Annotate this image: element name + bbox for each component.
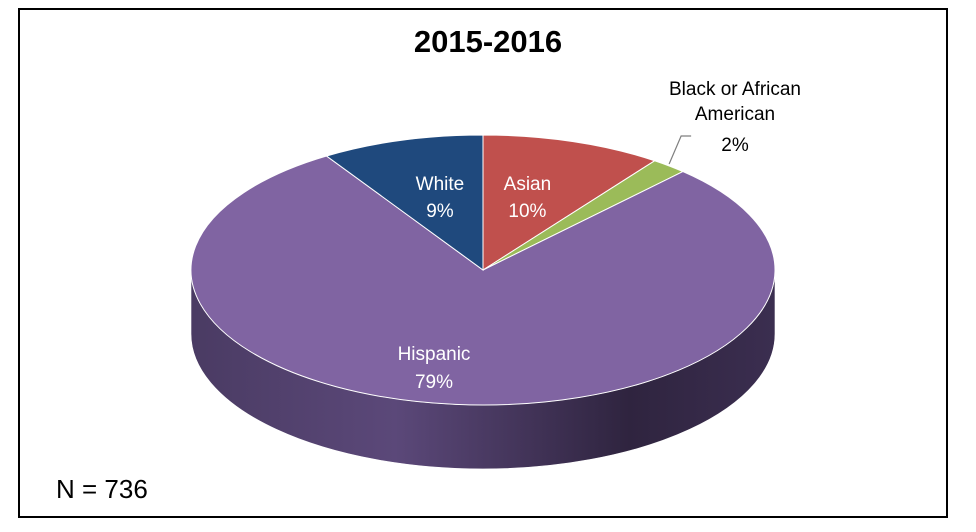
slice-percent-hispanic: 79% [415,372,453,393]
pie-slice-white [325,134,484,271]
slice-name-white: White [416,174,465,195]
slice-name-hispanic: Hispanic [398,344,471,365]
pie-top-group [190,134,776,406]
pie-slice-asian [482,134,656,271]
slice-name-asian: Asian [504,174,552,195]
chart-title: 2015-2016 [413,24,563,59]
pie-labels-group: Asian 10% Black or African American 2% Hispan… [398,79,801,393]
sample-size-label: N = 736 [56,474,148,504]
slice-name-black-or-african-american-line1: Black or African [669,79,801,100]
leader-line-black-or-african-american [668,135,692,165]
slice-percent-white: 9% [426,201,454,222]
slice-name-black-or-african-american-line2: American [695,104,775,125]
slice-percent-asian: 10% [508,201,546,222]
slice-percent-black-or-african-american: 2% [721,135,749,156]
pie-slice-hispanic [190,155,776,406]
